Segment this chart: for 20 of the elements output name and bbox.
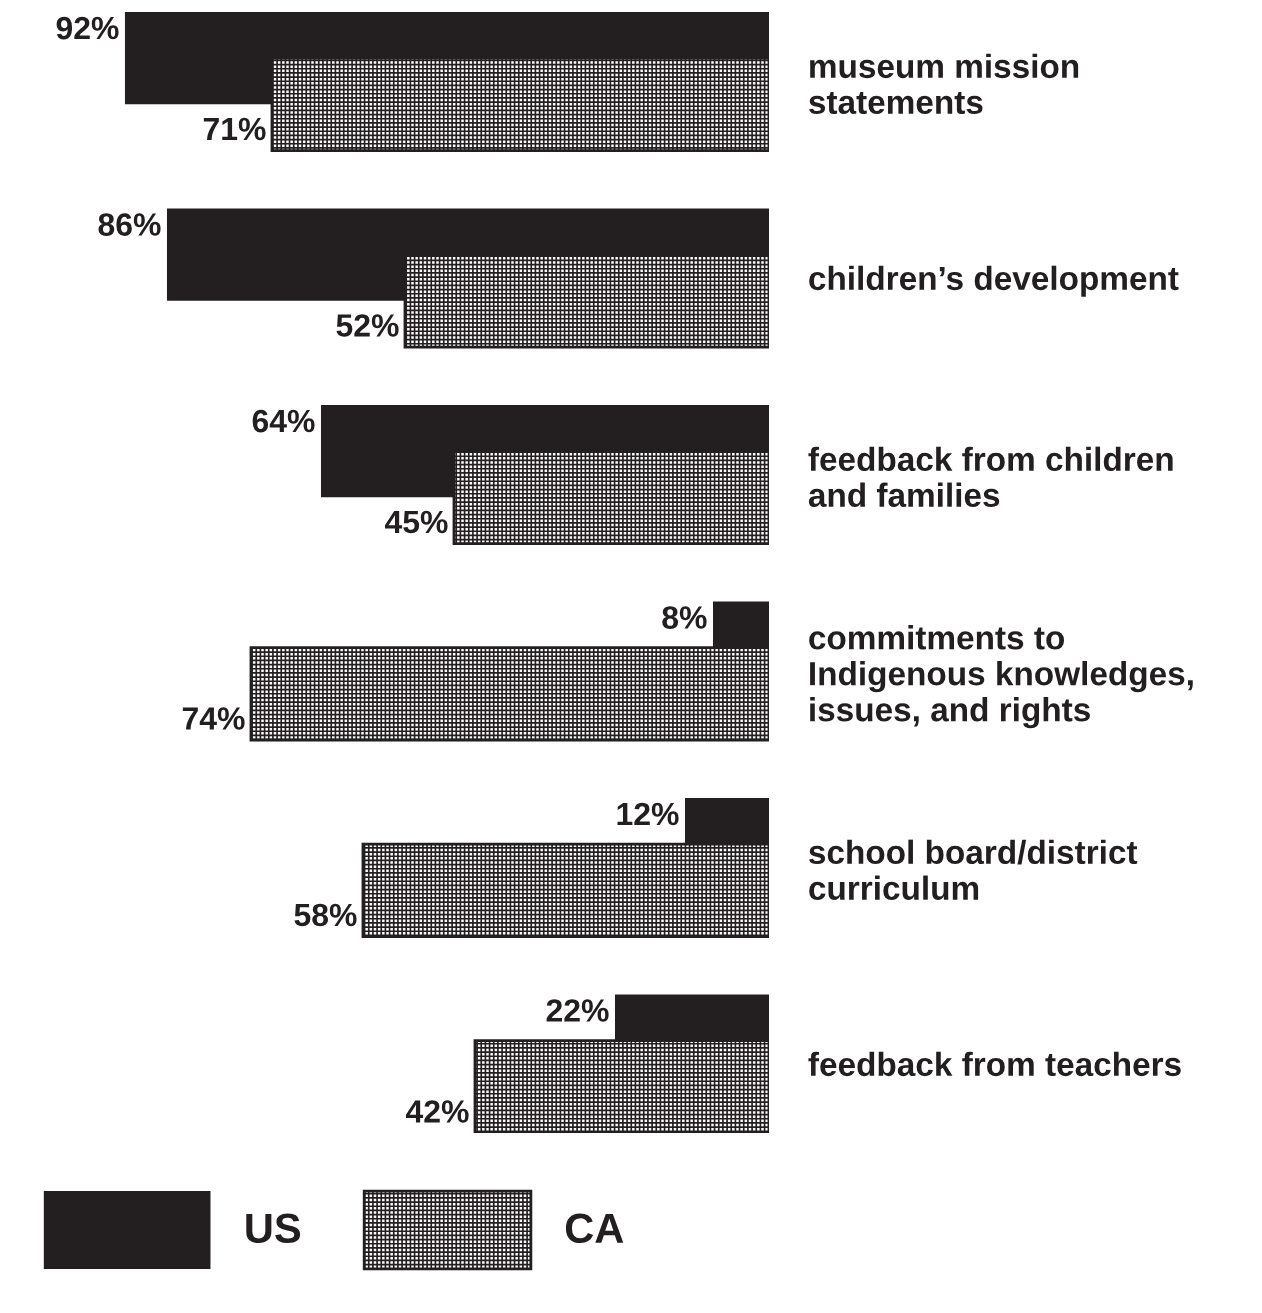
- data-label: 8%: [662, 606, 707, 629]
- y-tick-label: feedback from teachers: [808, 1051, 1181, 1077]
- data-label: 92%: [56, 16, 119, 40]
- legend-label: CA: [565, 1213, 624, 1244]
- data-label: 64%: [252, 409, 315, 433]
- data-label: 86%: [98, 213, 161, 236]
- y-tick-label: children’s development: [809, 265, 1179, 297]
- y-tick-label: feedback from children and families: [808, 446, 1173, 508]
- data-label: 12%: [617, 802, 679, 826]
- y-tick-label: museum mission statements: [809, 53, 1079, 115]
- legend-label: US: [246, 1213, 301, 1244]
- data-label: 45%: [384, 510, 448, 534]
- data-label: 58%: [294, 903, 357, 927]
- data-label: 22%: [546, 999, 609, 1022]
- data-label: 42%: [405, 1100, 469, 1123]
- y-tick-label: school board/district curriculum: [809, 839, 1138, 901]
- data-label: 74%: [182, 707, 245, 730]
- data-label: 71%: [203, 117, 266, 141]
- y-tick-label: commitments to Indigenous knowledges, issues, and rights: [809, 625, 1193, 729]
- data-label: 52%: [336, 314, 399, 337]
